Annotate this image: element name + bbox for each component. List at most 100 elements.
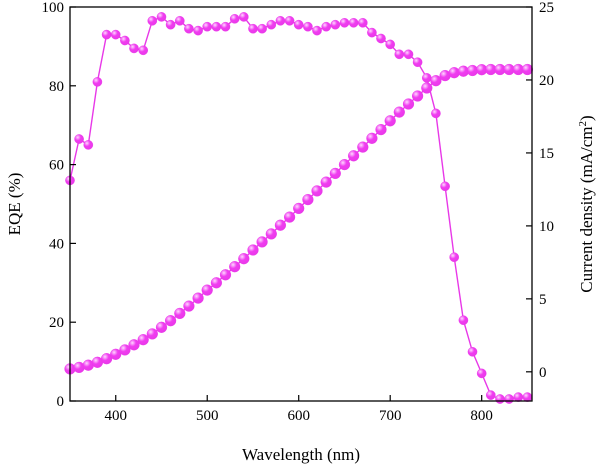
- eqe-data-point: [513, 392, 524, 402]
- eqe-data-point: [440, 181, 450, 192]
- eqe-data-point: [348, 17, 359, 28]
- current-density-data-point: [265, 228, 277, 240]
- eqe-data-point: [376, 33, 386, 44]
- y-right-axis-title: Current density (mA/cm2): [577, 115, 596, 292]
- current-density-data-point: [384, 115, 396, 127]
- y-right-tick-label: 20: [539, 73, 554, 89]
- eqe-data-point: [101, 29, 112, 40]
- current-density-data-point: [238, 253, 250, 265]
- eqe-data-point: [303, 21, 313, 32]
- current-density-data-point: [320, 176, 332, 188]
- eqe-data-point: [293, 19, 304, 30]
- x-tick-label: 400: [104, 408, 127, 424]
- eqe-data-point: [120, 35, 130, 46]
- current-density-data-point: [348, 150, 360, 162]
- y-right-axis-ticks: 0 5 10 15 20 25: [526, 0, 554, 381]
- current-density-data-point: [201, 284, 213, 296]
- series-markers: [64, 12, 534, 404]
- current-density-data-point: [375, 124, 387, 136]
- eqe-data-point: [431, 108, 441, 119]
- eqe-data-point: [367, 27, 377, 38]
- y-left-tick-label: 0: [57, 394, 65, 410]
- eqe-data-point: [357, 17, 368, 28]
- current-density-data-point: [357, 141, 369, 153]
- current-density-data-point: [256, 236, 268, 248]
- eqe-data-point: [266, 19, 277, 30]
- x-axis-ticks: 400 500 600 700 800: [104, 395, 493, 424]
- y-left-tick-label: 100: [42, 0, 65, 16]
- eqe-data-point: [92, 77, 103, 87]
- eqe-data-point: [257, 23, 267, 34]
- y-right-tick-label: 10: [539, 219, 554, 235]
- eqe-data-point: [138, 45, 148, 56]
- current-density-data-point: [119, 344, 131, 356]
- eqe-data-point: [449, 252, 460, 263]
- current-density-data-point: [128, 339, 140, 351]
- eqe-data-point: [339, 17, 350, 28]
- x-axis-title: Wavelength (nm): [242, 445, 360, 464]
- current-density-data-point: [338, 159, 351, 171]
- current-density-data-point: [219, 269, 232, 281]
- eqe-data-point: [467, 346, 478, 357]
- plot-frame: [69, 6, 533, 402]
- y-right-tick-label: 5: [539, 292, 547, 308]
- eqe-data-point: [275, 15, 286, 26]
- current-density-data-point: [192, 292, 204, 304]
- current-density-data-point: [110, 348, 122, 360]
- current-density-data-point: [100, 353, 113, 365]
- eqe-data-point: [165, 19, 176, 30]
- current-density-data-point: [430, 75, 442, 87]
- x-tick-label: 600: [287, 408, 310, 424]
- eqe-data-point: [248, 23, 258, 34]
- eqe-data-point: [504, 394, 514, 404]
- current-density-data-point: [137, 334, 149, 346]
- current-density-data-point: [311, 185, 323, 197]
- current-density-data-point: [302, 194, 314, 206]
- current-density-data-point: [229, 261, 241, 273]
- y-left-tick-label: 60: [49, 158, 64, 174]
- current-density-data-point: [155, 321, 168, 333]
- eqe-data-point: [421, 73, 432, 83]
- y-left-tick-label: 40: [49, 236, 64, 252]
- current-density-series-line: [69, 68, 528, 370]
- eqe-data-point: [193, 25, 203, 36]
- eqe-data-point: [229, 13, 240, 24]
- eqe-data-point: [83, 140, 94, 150]
- eqe-data-point: [522, 392, 533, 402]
- eqe-data-point: [385, 39, 396, 50]
- x-tick-label: 800: [470, 408, 493, 424]
- current-density-data-point: [183, 300, 195, 312]
- eqe-data-point: [312, 25, 322, 36]
- current-density-data-point: [174, 307, 186, 320]
- eqe-data-point: [238, 12, 249, 22]
- current-density-data-point: [165, 315, 177, 327]
- y-left-tick-label: 80: [49, 79, 64, 95]
- y-left-tick-label: 20: [49, 315, 64, 331]
- eqe-data-point: [156, 12, 167, 22]
- eqe-data-point: [110, 29, 121, 40]
- y-left-axis-ticks: 0 20 40 60 80 100: [42, 0, 76, 410]
- current-density-data-point: [521, 63, 534, 76]
- eqe-data-point: [403, 49, 414, 60]
- eqe-data-point: [220, 21, 231, 32]
- y-right-tick-label: 25: [539, 0, 554, 16]
- eqe-data-point: [330, 19, 341, 30]
- current-density-data-point: [146, 328, 158, 340]
- current-density-data-point: [210, 277, 223, 289]
- x-tick-label: 700: [379, 408, 402, 424]
- eqe-data-point: [284, 15, 295, 26]
- current-density-data-point: [393, 106, 405, 118]
- eqe-data-point: [321, 21, 332, 32]
- current-density-data-point: [73, 361, 85, 374]
- eqe-data-point: [485, 390, 496, 400]
- current-density-data-point: [412, 90, 424, 102]
- eqe-data-point: [458, 315, 469, 326]
- eqe-data-point: [495, 394, 505, 404]
- current-density-data-point: [421, 82, 433, 94]
- y-left-axis-title: EQE (%): [5, 173, 24, 236]
- eqe-data-point: [129, 43, 139, 54]
- current-density-data-point: [402, 98, 415, 110]
- current-density-data-point: [293, 202, 305, 215]
- eqe-data-point: [211, 21, 222, 32]
